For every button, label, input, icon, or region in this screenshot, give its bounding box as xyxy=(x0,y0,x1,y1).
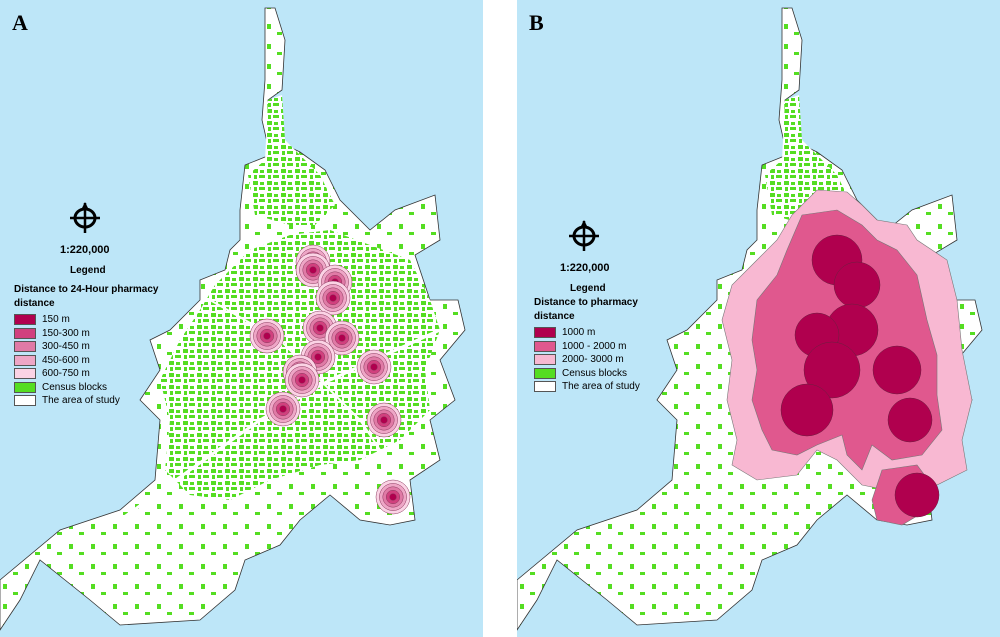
legend-list: 150 m 150-300 m 300-450 m 450-600 m 600-750 … xyxy=(14,313,120,408)
pharmacy-1000m-zone xyxy=(803,341,861,399)
legend-item: The area of study xyxy=(534,380,640,394)
legend-swatch xyxy=(534,327,556,339)
legend-heading-line-1: Distance to pharmacy xyxy=(534,297,638,308)
legend-label: The area of study xyxy=(562,381,640,393)
legend-swatch xyxy=(534,367,556,379)
legend-swatch xyxy=(14,327,36,339)
legend-label: Census blocks xyxy=(42,381,108,393)
legend-item: 1000 m xyxy=(534,326,640,340)
pharmacy-buffer xyxy=(375,479,411,515)
legend-heading: Distance to pharmacy distance xyxy=(534,296,638,324)
legend-swatch xyxy=(14,368,36,380)
pharmacy-buffer xyxy=(356,349,392,385)
legend-item: Census blocks xyxy=(534,367,640,381)
legend-heading: Distance to 24-Hour pharmacy distance xyxy=(14,283,159,311)
legend-item: 600-750 m xyxy=(14,367,120,381)
scale-ratio: 1:220,000 xyxy=(560,262,610,274)
legend-label: 450-600 m xyxy=(42,354,90,366)
legend-item: 150 m xyxy=(14,313,120,327)
pharmacy-buffer xyxy=(265,391,301,427)
legend-label: 150-300 m xyxy=(42,327,90,339)
panel-letter: A xyxy=(12,10,28,35)
legend-swatch xyxy=(534,381,556,393)
legend-item: 300-450 m xyxy=(14,340,120,354)
pharmacy-buffer xyxy=(315,280,351,316)
legend-label: Census blocks xyxy=(562,367,628,379)
census-blocks-north xyxy=(248,95,335,225)
legend-swatch xyxy=(14,314,36,326)
city-map-b xyxy=(517,7,983,631)
legend-title: Legend xyxy=(570,283,606,294)
secondary-road xyxy=(209,299,401,481)
legend-label: 600-750 m xyxy=(42,368,90,380)
legend-item: 150-300 m xyxy=(14,327,120,341)
pharmacy-buffer xyxy=(284,362,320,398)
legend-label: 1000 m xyxy=(562,327,596,339)
pharmacy-1000m-zone xyxy=(780,383,834,437)
legend-item: 1000 - 2000 m xyxy=(534,340,640,354)
pharmacy-buffer xyxy=(324,320,360,356)
city-map-a xyxy=(0,7,466,631)
legend-heading-line-2: distance xyxy=(14,298,55,309)
legend-label: The area of study xyxy=(42,395,120,407)
legend-swatch xyxy=(534,354,556,366)
pharmacy-buffer xyxy=(366,402,402,438)
legend-label: 300-450 m xyxy=(42,341,90,353)
north-arrow-icon xyxy=(569,220,599,251)
panel-letter: B xyxy=(529,10,544,35)
pharmacy-1000m-zone xyxy=(872,345,922,395)
north-arrow-icon xyxy=(70,202,100,233)
legend-swatch xyxy=(14,395,36,407)
pharmacy-1000m-zones xyxy=(780,234,940,518)
legend-item: The area of study xyxy=(14,394,120,408)
pharmacy-buffers xyxy=(249,244,411,515)
legend-swatch xyxy=(534,340,556,352)
legend-list: 1000 m 1000 - 2000 m 2000- 3000 m Census bl… xyxy=(534,326,640,394)
legend-label: 1000 - 2000 m xyxy=(562,340,627,352)
legend-swatch xyxy=(14,354,36,366)
legend-swatch xyxy=(14,341,36,353)
legend-heading-line-1: Distance to 24-Hour pharmacy xyxy=(14,284,159,295)
legend-item: 450-600 m xyxy=(14,354,120,368)
legend-label: 150 m xyxy=(42,314,70,326)
pharmacy-1000m-zone xyxy=(894,472,940,518)
scale-ratio: 1:220,000 xyxy=(60,244,110,256)
legend-swatch xyxy=(14,381,36,393)
legend-item: 2000- 3000 m xyxy=(534,353,640,367)
legend-label: 2000- 3000 m xyxy=(562,354,624,366)
pharmacy-1000m-zone xyxy=(887,397,933,443)
map-panel-a: A 1:220,000 Legend Distance to 24-Hour p… xyxy=(0,0,483,637)
legend-title: Legend xyxy=(70,265,106,276)
map-panel-b: B 1:220,000 Legend Distance to pharmacy … xyxy=(517,0,1000,637)
pharmacy-buffer xyxy=(249,318,285,354)
pharmacy-1000m-zone xyxy=(833,261,881,309)
legend-heading-line-2: distance xyxy=(534,311,575,322)
legend-item: Census blocks xyxy=(14,381,120,395)
